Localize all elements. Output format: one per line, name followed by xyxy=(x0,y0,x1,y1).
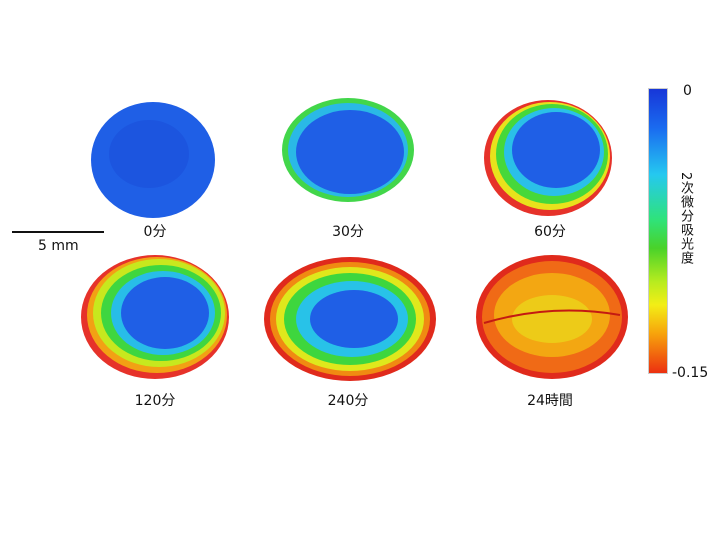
seed-image-240min xyxy=(264,257,436,381)
seed-image-120min xyxy=(81,255,229,379)
panel-label-30min: 30分 xyxy=(332,224,364,240)
scale-bar xyxy=(12,231,104,233)
seed-panel-60min: 60分 xyxy=(460,80,640,240)
seed-image-24h xyxy=(476,255,628,379)
scale-bar-label: 5 mm xyxy=(38,238,79,254)
panel-label-240min: 240分 xyxy=(327,393,369,409)
seed-image-60min xyxy=(484,100,612,216)
seed-panel-120min: 120分 xyxy=(65,255,245,415)
seed-panel-240min: 240分 xyxy=(258,255,438,415)
colorbar-min-label: -0.15 xyxy=(672,365,709,381)
colorbar xyxy=(648,88,668,374)
panel-label-120min: 120分 xyxy=(134,393,176,409)
seed-panel-0min: 0分 xyxy=(65,80,245,240)
colorbar-title: 2次微分吸光度 xyxy=(678,172,693,266)
panel-label-24h: 24時間 xyxy=(527,393,573,409)
seed-image-30min xyxy=(282,98,414,202)
seed-panel-30min: 30分 xyxy=(258,80,438,240)
seed-image-0min xyxy=(91,102,215,218)
panel-label-0min: 0分 xyxy=(143,224,167,240)
colorbar-max-label: 0 xyxy=(683,83,692,99)
seed-panel-24h: 24時間 xyxy=(460,255,640,415)
panel-label-60min: 60分 xyxy=(534,224,566,240)
